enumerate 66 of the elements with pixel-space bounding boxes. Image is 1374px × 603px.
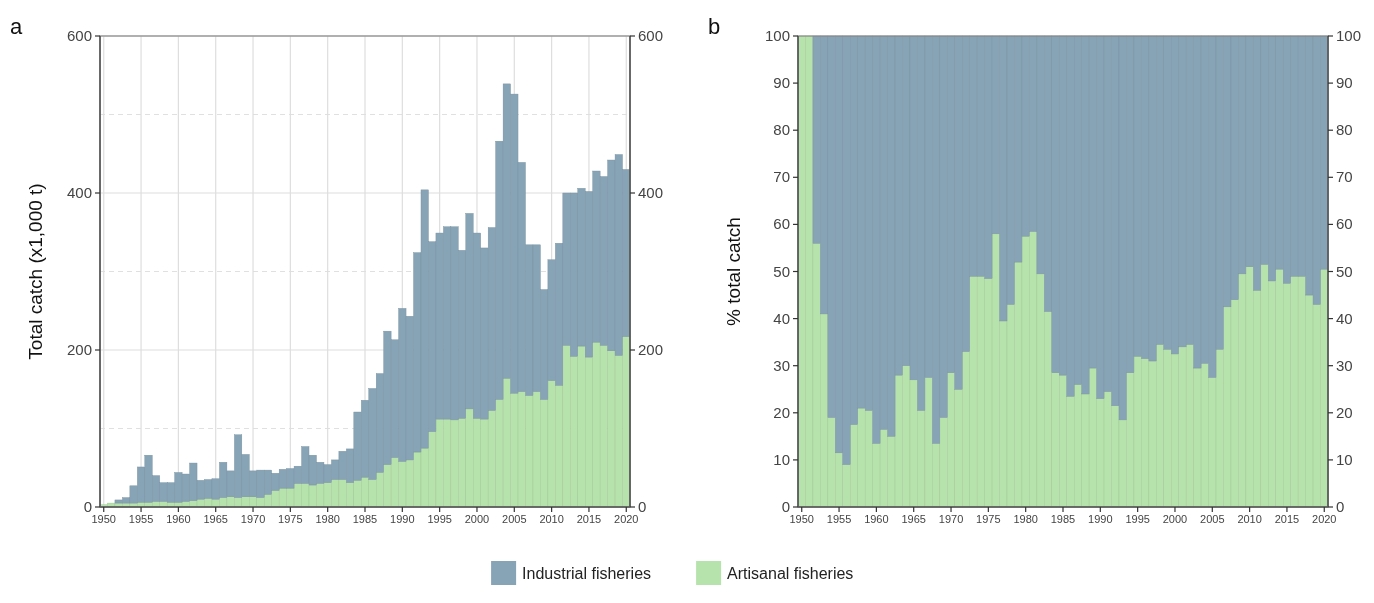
x-tick-label: 1975 bbox=[278, 513, 303, 525]
y-tick-label: 70 bbox=[773, 168, 790, 186]
y-tick-label: 10 bbox=[773, 450, 790, 468]
y-tick-label: 0 bbox=[781, 498, 790, 515]
y-axis-title: Total catch (x1,000 t) bbox=[25, 183, 46, 360]
y2-tick-label: 600 bbox=[638, 27, 664, 44]
y2-tick-label: 70 bbox=[1336, 168, 1353, 186]
x-tick-label: 1990 bbox=[390, 513, 415, 525]
y2-tick-label: 60 bbox=[1336, 215, 1353, 233]
x-tick-label: 2020 bbox=[1312, 513, 1337, 525]
x-tick-label: 1990 bbox=[1088, 513, 1113, 525]
chart-title: a bbox=[10, 14, 23, 39]
y-tick-label: 600 bbox=[66, 27, 92, 44]
y2-tick-label: 90 bbox=[1336, 74, 1353, 92]
chart-title: b bbox=[708, 14, 721, 39]
x-tick-label: 1965 bbox=[901, 513, 926, 525]
y2-tick-label: 30 bbox=[1336, 356, 1353, 374]
x-tick-label: 2010 bbox=[539, 513, 564, 525]
x-tick-label: 2020 bbox=[614, 513, 639, 525]
x-tick-label: 1985 bbox=[1050, 513, 1076, 525]
y-tick-label: 90 bbox=[773, 74, 790, 92]
x-tick-label: 1965 bbox=[203, 513, 228, 525]
legend-label: Artisanal fisheries bbox=[727, 565, 854, 582]
y-axis-title: % total catch bbox=[723, 217, 744, 326]
x-tick-label: 2000 bbox=[1162, 513, 1188, 525]
x-tick-label: 2010 bbox=[1237, 513, 1262, 525]
x-tick-label: 1985 bbox=[352, 513, 378, 525]
y-tick-label: 400 bbox=[66, 184, 92, 201]
y-tick-label: 100 bbox=[764, 27, 790, 44]
x-tick-label: 1970 bbox=[240, 513, 266, 525]
y-tick-label: 30 bbox=[773, 356, 790, 374]
y2-tick-label: 0 bbox=[1336, 498, 1345, 515]
y-tick-label: 40 bbox=[773, 309, 790, 327]
legend-label: Industrial fisheries bbox=[522, 565, 652, 582]
y-tick-label: 60 bbox=[773, 215, 790, 233]
x-tick-label: 2015 bbox=[1274, 513, 1300, 525]
y2-tick-label: 10 bbox=[1336, 450, 1353, 468]
y2-tick-label: 40 bbox=[1336, 309, 1353, 327]
x-tick-label: 1960 bbox=[864, 513, 889, 525]
x-tick-label: 1980 bbox=[315, 513, 340, 525]
x-tick-label: 2005 bbox=[502, 513, 527, 525]
y2-tick-label: 400 bbox=[638, 184, 664, 201]
y2-tick-label: 20 bbox=[1336, 403, 1353, 421]
x-tick-label: 1995 bbox=[1125, 513, 1150, 525]
y-tick-label: 200 bbox=[66, 341, 92, 358]
x-tick-label: 1950 bbox=[91, 513, 116, 525]
y2-tick-label: 0 bbox=[638, 498, 647, 515]
x-tick-label: 1995 bbox=[427, 513, 452, 525]
x-tick-label: 1960 bbox=[166, 513, 191, 525]
y2-tick-label: 200 bbox=[638, 341, 664, 358]
x-tick-label: 1980 bbox=[1013, 513, 1038, 525]
x-tick-label: 1975 bbox=[976, 513, 1001, 525]
x-tick-label: 2005 bbox=[1200, 513, 1225, 525]
y-tick-label: 20 bbox=[773, 403, 790, 421]
y2-tick-label: 50 bbox=[1336, 262, 1353, 280]
x-tick-label: 2000 bbox=[464, 513, 490, 525]
y2-tick-label: 100 bbox=[1336, 27, 1362, 44]
y-tick-label: 0 bbox=[83, 498, 92, 515]
x-tick-label: 1970 bbox=[938, 513, 964, 525]
x-tick-label: 2015 bbox=[576, 513, 602, 525]
y-tick-label: 80 bbox=[773, 121, 790, 139]
y2-tick-label: 80 bbox=[1336, 121, 1353, 139]
x-tick-label: 1955 bbox=[128, 513, 154, 525]
x-tick-label: 1955 bbox=[826, 513, 852, 525]
x-tick-label: 1950 bbox=[789, 513, 814, 525]
y-tick-label: 50 bbox=[773, 262, 790, 280]
